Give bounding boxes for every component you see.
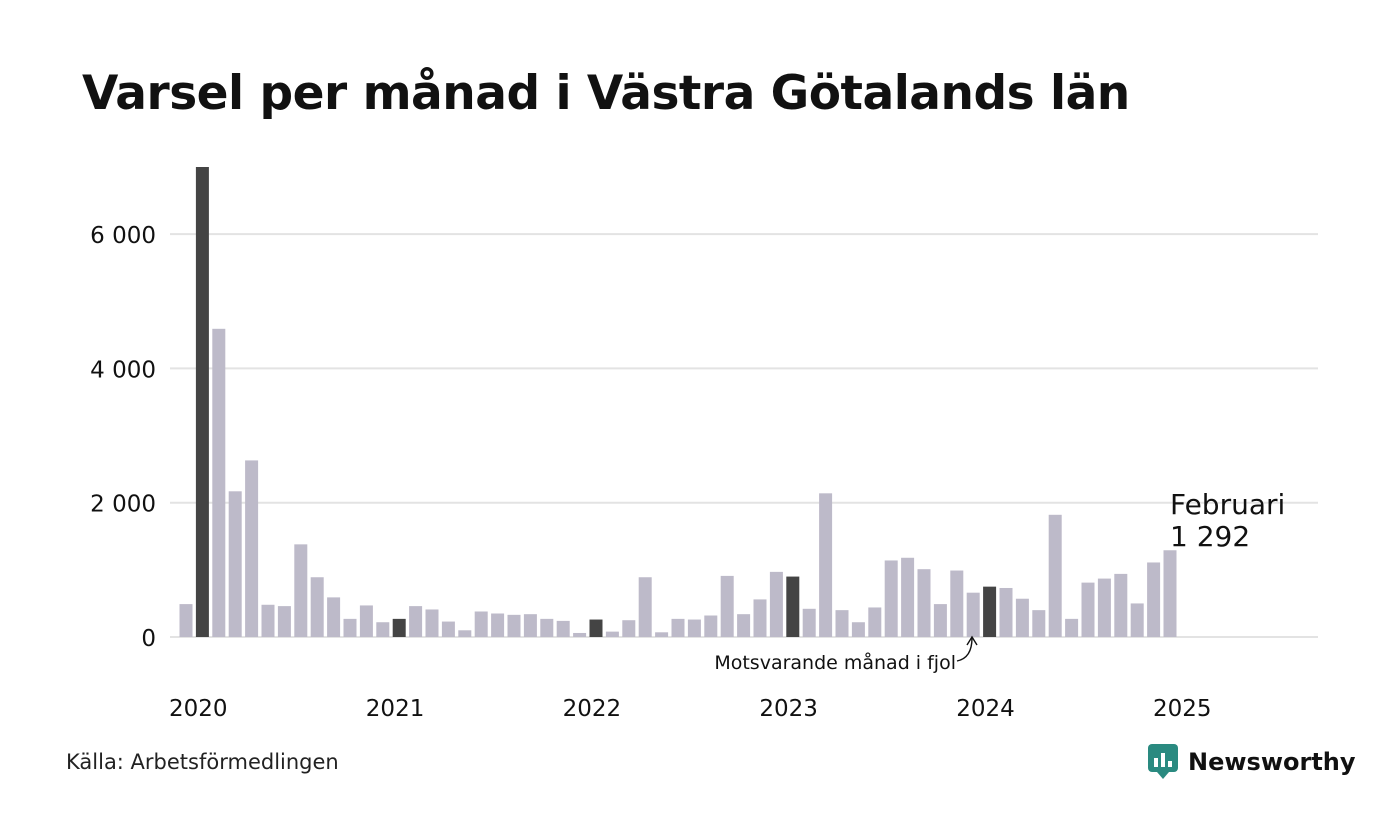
bar-2024-07 (1065, 618, 1079, 637)
bar-2023-05 (835, 610, 849, 637)
annotations: Februari 1 292 Motsvarande månad i fjol (714, 488, 1285, 674)
bar-2021-12 (556, 620, 570, 637)
bar-2024-03 (999, 587, 1013, 637)
bar-2023-07 (868, 607, 882, 637)
bar-2022-08 (687, 619, 701, 637)
bar-2024-06 (1048, 514, 1062, 637)
bar-2022-12 (753, 599, 767, 637)
bar-2023-06 (851, 622, 865, 637)
bar-2024-10 (1114, 573, 1128, 637)
x-tick-label: 2021 (366, 696, 425, 722)
previous-year-annotation-arrow (956, 637, 973, 662)
y-axis-tick-labels: 0 2 000 4 000 6 000 (90, 223, 156, 652)
bar-2024-11 (1130, 603, 1144, 637)
bar-2020-09 (310, 577, 324, 637)
bar-2021-04 (425, 609, 439, 637)
bar-2022-01 (573, 632, 587, 637)
bar-2022-09 (704, 615, 718, 637)
bar-2024-09 (1097, 578, 1111, 637)
bar-2022-04 (622, 620, 636, 637)
bar-2023-12 (950, 570, 964, 637)
bar-2021-07 (474, 611, 488, 637)
bar-2022-06 (655, 632, 669, 637)
bar-2023-11 (933, 604, 947, 637)
y-tick-label: 0 (141, 626, 156, 652)
bar-2020-04 (228, 491, 242, 637)
bar-2020-06 (261, 604, 275, 637)
bar-2020-02 (195, 167, 209, 637)
x-tick-label: 2022 (563, 696, 622, 722)
x-axis-tick-labels: 2020 2021 2022 2023 2024 2025 (169, 696, 1212, 722)
x-tick-label: 2024 (956, 696, 1015, 722)
bar-2023-10 (917, 569, 931, 637)
bar-2024-04 (1015, 598, 1029, 637)
gridlines (170, 233, 1318, 638)
bars (179, 167, 1177, 637)
bar-2023-01 (769, 571, 783, 637)
bar-2023-03 (802, 608, 816, 637)
x-tick-label: 2025 (1153, 696, 1212, 722)
current-month-value-label: 1 292 (1170, 520, 1250, 553)
y-tick-label: 2 000 (90, 492, 156, 518)
bar-2024-08 (1081, 582, 1095, 637)
bar-2022-10 (720, 575, 734, 637)
bar-2023-09 (901, 557, 915, 637)
bar-2024-01 (966, 592, 980, 637)
bar-2023-08 (884, 560, 898, 637)
bar-2021-10 (523, 614, 537, 637)
bar-2022-07 (671, 618, 685, 637)
source-credit: Källa: Arbetsförmedlingen (66, 750, 339, 774)
bar-2020-05 (245, 460, 259, 637)
bar-2023-04 (819, 493, 833, 637)
previous-year-annotation-label: Motsvarande månad i fjol (714, 651, 956, 674)
bar-2020-01 (179, 604, 193, 637)
newsworthy-logo: Newsworthy (1148, 744, 1356, 780)
bar-2021-01 (376, 622, 390, 637)
bar-2020-11 (343, 618, 357, 637)
bar-2024-12 (1147, 562, 1161, 637)
newsworthy-logo-icon (1148, 744, 1178, 779)
bar-2024-05 (1032, 610, 1046, 637)
chart-title: Varsel per månad i Västra Götalands län (82, 66, 1130, 121)
previous-year-annotation-arrowhead (966, 635, 978, 646)
y-tick-label: 4 000 (90, 357, 156, 383)
newsworthy-logo-text: Newsworthy (1188, 748, 1356, 776)
bar-2020-07 (277, 606, 291, 637)
bar-2022-11 (737, 614, 751, 637)
bar-2025-01 (1163, 550, 1177, 637)
x-tick-label: 2020 (169, 696, 228, 722)
bar-2024-02 (983, 586, 997, 637)
bar-2023-02 (786, 576, 800, 637)
bar-2022-02 (589, 619, 603, 637)
y-tick-label: 6 000 (90, 223, 156, 249)
bar-2021-05 (441, 621, 455, 637)
bar-2020-03 (212, 328, 226, 637)
current-month-label: Februari (1170, 488, 1285, 521)
bar-2022-03 (605, 631, 619, 637)
bar-2020-12 (359, 605, 373, 637)
bar-2021-02 (392, 618, 406, 637)
bar-2021-09 (507, 614, 521, 637)
bar-2020-08 (294, 544, 308, 637)
bar-2020-10 (327, 597, 341, 637)
bar-2021-06 (458, 630, 472, 637)
x-tick-label: 2023 (759, 696, 818, 722)
bar-2021-11 (540, 618, 554, 637)
bar-2021-03 (409, 606, 423, 637)
bar-2022-05 (638, 577, 652, 637)
bar-2021-08 (491, 613, 505, 637)
